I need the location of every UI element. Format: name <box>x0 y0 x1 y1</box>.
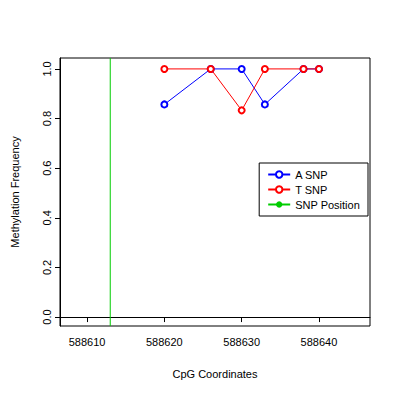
svg-text:T SNP: T SNP <box>295 184 327 196</box>
svg-text:588610: 588610 <box>69 336 106 348</box>
svg-text:Methylation Frequency: Methylation Frequency <box>9 136 21 248</box>
svg-text:0.2: 0.2 <box>41 260 53 275</box>
svg-text:1.0: 1.0 <box>41 61 53 76</box>
svg-text:588620: 588620 <box>146 336 183 348</box>
svg-text:0.8: 0.8 <box>41 111 53 126</box>
svg-text:0.6: 0.6 <box>41 161 53 176</box>
svg-text:A SNP: A SNP <box>295 169 327 181</box>
svg-text:588640: 588640 <box>301 336 338 348</box>
svg-text:0.4: 0.4 <box>41 210 53 225</box>
svg-text:CpG Coordinates: CpG Coordinates <box>173 368 258 380</box>
svg-text:588630: 588630 <box>223 336 260 348</box>
svg-text:0.0: 0.0 <box>41 309 53 324</box>
svg-text:SNP Position: SNP Position <box>295 199 360 211</box>
